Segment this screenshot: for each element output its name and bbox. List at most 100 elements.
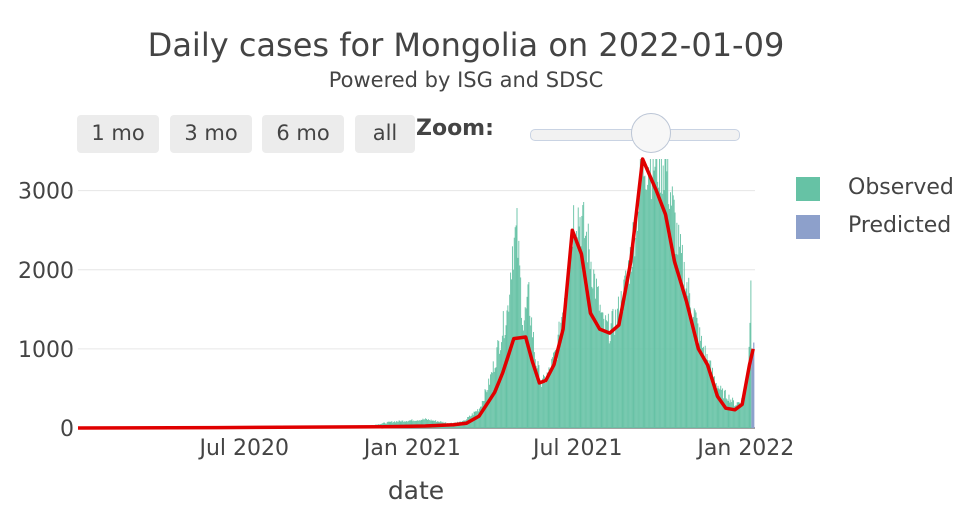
observed-bar xyxy=(671,186,673,428)
observed-bar xyxy=(711,372,713,428)
observed-bar xyxy=(669,208,671,428)
observed-bar xyxy=(478,411,480,428)
observed-bar xyxy=(732,397,734,428)
observed-bar xyxy=(713,376,715,428)
predicted-bar xyxy=(752,348,754,428)
observed-bar xyxy=(575,235,576,428)
observed-bar xyxy=(706,354,708,428)
observed-bar xyxy=(598,310,600,428)
observed-bar xyxy=(388,421,390,428)
observed-bar xyxy=(424,419,426,428)
observed-bar xyxy=(740,404,742,428)
observed-bar xyxy=(650,199,652,428)
observed-bar xyxy=(712,376,714,428)
observed-bar xyxy=(733,400,734,428)
observed-bar xyxy=(579,217,581,428)
observed-bar xyxy=(615,309,617,428)
observed-bar xyxy=(420,419,422,428)
observed-bar xyxy=(418,420,420,428)
observed-bar xyxy=(655,159,657,428)
observed-bar xyxy=(561,316,563,428)
observed-bar xyxy=(657,181,659,428)
range-button-1mo[interactable]: 1 mo xyxy=(77,115,159,153)
observed-bar xyxy=(623,279,625,428)
observed-bar xyxy=(710,360,712,428)
observed-bar xyxy=(667,159,669,428)
observed-bar xyxy=(479,406,481,428)
observed-bar xyxy=(673,199,675,428)
observed-bar xyxy=(749,322,751,428)
observed-bar xyxy=(574,232,576,428)
observed-bar xyxy=(536,368,538,428)
range-button-all[interactable]: all xyxy=(355,115,415,153)
observed-bar xyxy=(537,361,539,428)
observed-bar xyxy=(421,420,423,428)
observed-bar xyxy=(482,401,484,428)
observed-bar xyxy=(611,311,613,428)
observed-bar xyxy=(617,308,618,428)
zoom-slider-thumb[interactable] xyxy=(631,113,671,153)
observed-bar xyxy=(702,347,703,428)
observed-bar xyxy=(743,395,745,428)
observed-bar xyxy=(514,227,516,428)
observed-bar xyxy=(534,359,536,428)
observed-bar xyxy=(686,282,688,428)
observed-bar xyxy=(567,274,569,428)
observed-bar xyxy=(722,388,724,428)
observed-bar xyxy=(703,358,705,428)
observed-bar xyxy=(745,379,747,428)
observed-bar xyxy=(480,406,482,428)
observed-bar xyxy=(681,244,683,428)
observed-bar xyxy=(661,193,663,428)
observed-bar xyxy=(513,237,515,428)
observed-bar xyxy=(552,357,554,428)
observed-bar xyxy=(524,307,526,428)
observed-bar xyxy=(680,253,682,428)
observed-bar xyxy=(670,192,671,428)
observed-bar xyxy=(566,281,568,428)
observed-bar xyxy=(734,405,736,428)
observed-bar xyxy=(744,387,745,428)
observed-bar xyxy=(476,411,478,428)
observed-bar xyxy=(627,272,629,428)
legend-label-predicted: Predicted xyxy=(848,213,952,238)
observed-bar xyxy=(483,401,485,428)
range-button-3mo[interactable]: 3 mo xyxy=(170,115,252,153)
observed-bar xyxy=(518,240,520,428)
observed-bar xyxy=(616,324,618,428)
observed-bar xyxy=(486,392,488,428)
observed-bar xyxy=(559,340,561,428)
observed-bar xyxy=(662,165,664,428)
observed-bar xyxy=(628,260,629,428)
predicted-bar xyxy=(753,342,755,428)
observed-bar xyxy=(602,312,604,428)
observed-bar xyxy=(701,335,703,428)
observed-bar xyxy=(507,305,509,428)
observed-bar xyxy=(509,294,511,428)
observed-bar xyxy=(427,419,428,428)
range-button-6mo[interactable]: 6 mo xyxy=(262,115,344,153)
observed-bar xyxy=(635,237,637,428)
observed-bar xyxy=(565,286,567,428)
observed-bar xyxy=(674,212,676,428)
observed-bar xyxy=(654,166,656,428)
observed-bar xyxy=(544,382,546,428)
observed-bar xyxy=(747,376,749,428)
observed-bar xyxy=(422,418,424,428)
observed-bar xyxy=(606,321,608,428)
chart-title: Daily cases for Mongolia on 2022-01-09 xyxy=(147,26,785,64)
observed-bar xyxy=(712,367,713,428)
observed-bar xyxy=(613,329,615,428)
observed-bar xyxy=(634,256,636,428)
observed-bar xyxy=(508,311,510,428)
observed-bar xyxy=(582,205,584,428)
observed-bar xyxy=(564,294,566,428)
observed-bar xyxy=(419,420,421,428)
observed-bar xyxy=(728,394,730,428)
observed-bar xyxy=(587,223,589,428)
observed-bar xyxy=(639,159,641,428)
observed-bar xyxy=(628,283,630,428)
legend-label-observed: Observed xyxy=(848,175,954,200)
observed-bar xyxy=(522,330,524,428)
observed-bar xyxy=(729,402,731,428)
